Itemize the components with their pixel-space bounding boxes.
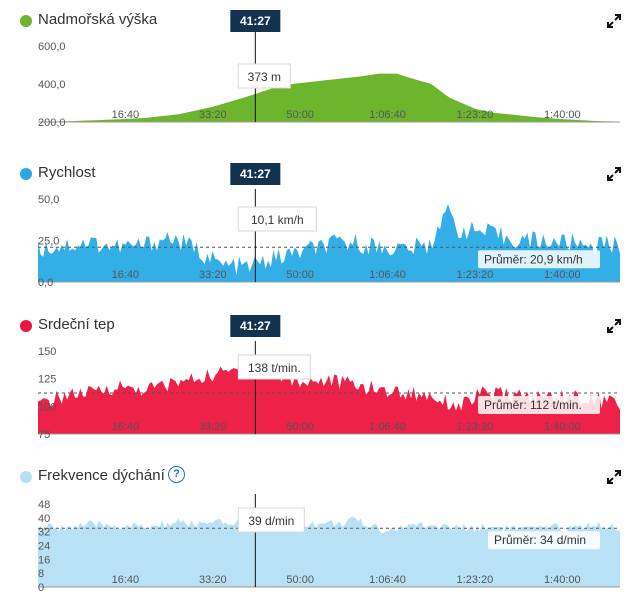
x-tick-label: 16:40 [112,574,140,586]
tooltip-box [237,354,311,380]
tooltip-value: 10,1 km/h [251,213,304,227]
cursor-time-label: 41:27 [240,319,271,333]
x-tick-label: 50:00 [286,269,314,281]
expand-icon[interactable] [607,470,621,484]
average-label-bg [478,250,600,269]
y-tick-label: 16 [38,554,50,566]
heart-header: Srdeční tep [0,315,641,337]
cursor-time-badge [230,163,281,185]
tooltip-box [237,507,305,533]
elevation-chart-svg[interactable]: 600,0 400,0 200,0 16:40 33:20 50:00 1:06:40 1:2… [0,10,641,129]
y-tick-label: 50,0 [38,194,59,206]
y-tick-label: 24 [38,541,50,553]
expand-icon[interactable] [607,14,621,28]
x-tick-label: 16:40 [112,421,140,433]
cursor-time-label: 41:27 [240,14,271,28]
y-tick-label: 48 [38,499,50,511]
x-tick-label: 1:23:20 [457,269,494,281]
cursor-time-badge [230,10,281,32]
y-tick-label: 150 [38,346,56,358]
x-tick-label: 1:06:40 [369,269,406,281]
heart-color-dot [20,320,32,332]
elevation-color-dot [20,15,32,27]
speed-chart[interactable]: 50,0 25,0 0,0 Průměr: 20,9 km/h 16:40 33:20 50… [0,163,641,289]
average-label: Průměr: 20,9 km/h [484,252,583,266]
x-tick-label: 50:00 [286,109,314,121]
average-label-bg [488,531,600,550]
cursor-time-label: 41:27 [240,167,271,181]
series-area [38,366,620,434]
tooltip-value: 373 m [248,70,281,84]
x-tick-label: 1:23:20 [457,109,494,121]
x-tick-label: 1:40:00 [544,421,581,433]
expand-icon[interactable] [607,167,621,181]
heart-panel: Srdeční tep 150 125 100 75 Průměr: 112 t/min… [0,315,641,441]
elevation-chart[interactable]: 600,0 400,0 200,0 16:40 33:20 50:00 1:06:40 1:2… [0,10,641,129]
help-icon[interactable]: ? [168,466,185,483]
y-tick-label: 40 [38,513,50,525]
series-area [38,514,620,587]
breath-chart[interactable]: 48 40 32 24 16 8 0 Průměr: 34 d/min 16:40 33:20 50… [0,494,641,594]
series-area [38,204,620,282]
y-tick-label: 125 [38,374,56,386]
series-area [38,73,620,122]
y-tick-label: 8 [38,568,44,580]
speed-color-dot [20,168,32,180]
x-tick-label: 1:40:00 [544,109,581,121]
x-tick-label: 1:06:40 [369,574,406,586]
breath-panel: Frekvence dýchání ? 48 40 32 24 16 8 0 Průměr: … [0,466,641,594]
speed-header: Rychlost [0,163,641,185]
x-tick-label: 50:00 [286,421,314,433]
elevation-header: Nadmořská výška [0,10,641,32]
average-label: Průměr: 34 d/min [494,533,586,547]
y-tick-label: 0 [38,582,44,594]
x-tick-label: 50:00 [286,574,314,586]
breath-color-dot [20,471,32,483]
x-tick-label: 1:23:20 [457,421,494,433]
average-label-bg [478,396,600,415]
x-tick-label: 33:20 [199,109,227,121]
cursor-time-badge [230,315,281,337]
x-tick-label: 33:20 [199,269,227,281]
tooltip-value: 138 t/min. [248,361,301,375]
x-tick-label: 16:40 [112,269,140,281]
elevation-title: Nadmořská výška [38,11,158,28]
expand-icon[interactable] [607,319,621,333]
heart-chart[interactable]: 150 125 100 75 Průměr: 112 t/min. 16:40 33:20 5… [0,315,641,441]
y-tick-label: 200,0 [38,117,66,129]
heart-chart-svg[interactable]: 150 125 100 75 Průměr: 112 t/min. 16:40 33:20 5… [0,315,641,441]
tooltip-value: 39 d/min [248,514,294,528]
tooltip-box [237,206,317,232]
y-tick-label: 75 [38,429,50,441]
x-tick-label: 1:06:40 [369,421,406,433]
speed-title: Rychlost [38,164,96,181]
x-tick-label: 1:06:40 [369,109,406,121]
y-tick-label: 0,0 [38,277,53,289]
tooltip-box [237,63,291,89]
speed-chart-svg[interactable]: 50,0 25,0 0,0 Průměr: 20,9 km/h 16:40 33:20 50… [0,163,641,289]
x-tick-label: 16:40 [112,109,140,121]
y-tick-label: 400,0 [38,79,66,91]
x-tick-label: 1:40:00 [544,269,581,281]
y-tick-label: 32 [38,527,50,539]
breath-header: Frekvence dýchání ? [0,466,641,488]
breath-title: Frekvence dýchání [38,467,165,484]
x-tick-label: 1:23:20 [457,574,494,586]
y-tick-label: 100 [38,401,56,413]
x-tick-label: 33:20 [199,421,227,433]
elevation-panel: Nadmořská výška 600,0 400,0 200,0 16:40 33:2… [0,10,641,129]
y-tick-label: 25,0 [38,236,59,248]
x-tick-label: 33:20 [199,574,227,586]
average-label: Průměr: 112 t/min. [484,398,582,412]
heart-title: Srdeční tep [38,316,115,333]
speed-panel: Rychlost 50,0 25,0 0,0 Průměr: 20,9 km/h 16:… [0,163,641,289]
y-tick-label: 600,0 [38,41,66,53]
x-tick-label: 1:40:00 [544,574,581,586]
